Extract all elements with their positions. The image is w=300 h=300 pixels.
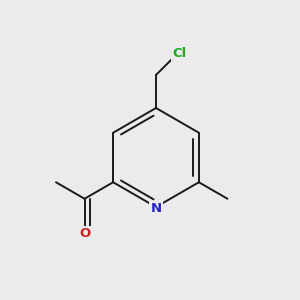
Text: O: O: [79, 227, 90, 240]
Text: N: N: [150, 202, 162, 215]
Text: Cl: Cl: [172, 47, 186, 60]
